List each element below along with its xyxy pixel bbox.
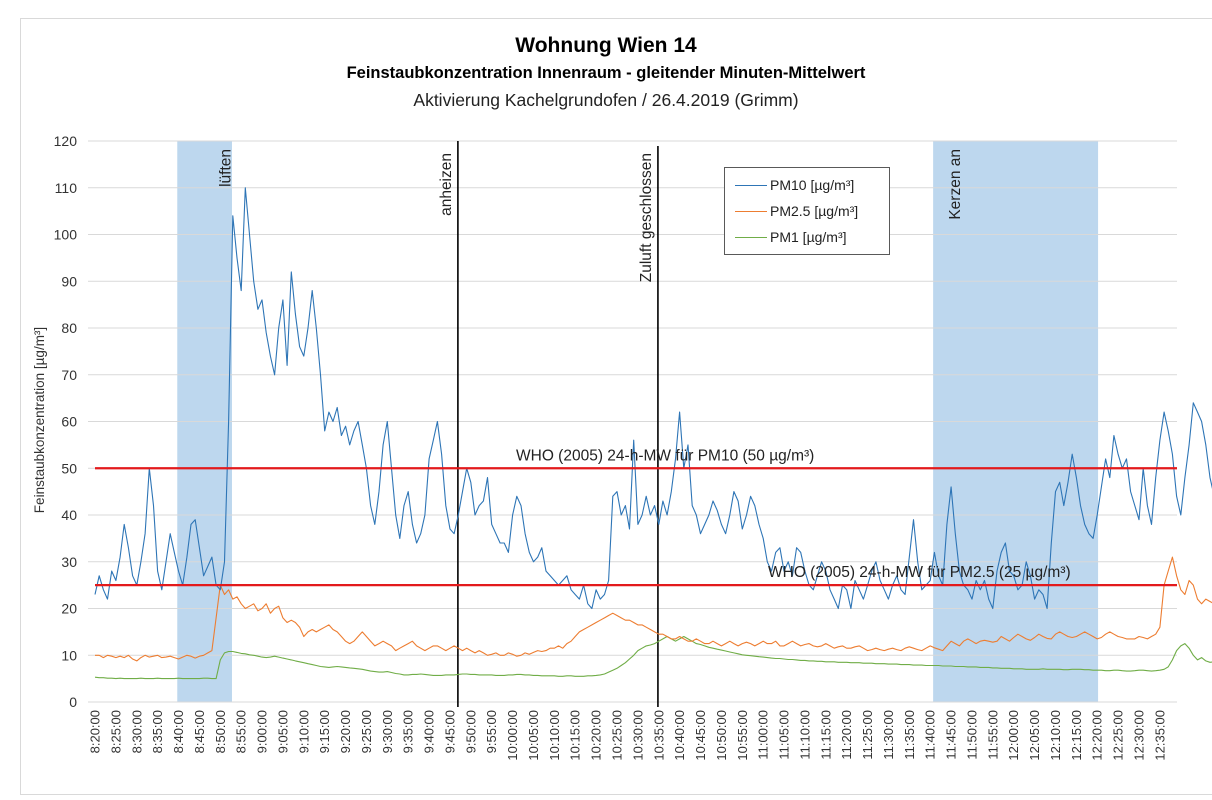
- y-tick-label: 50: [61, 460, 77, 476]
- y-tick-label: 70: [61, 367, 77, 383]
- y-tick-label: 80: [61, 320, 77, 336]
- x-tick-label: 10:05:00: [526, 710, 541, 761]
- x-tick-label: 11:00:00: [756, 710, 771, 760]
- legend-label-pm1: PM1 [µg/m³]: [770, 229, 847, 245]
- legend-swatch-pm10: [735, 184, 767, 186]
- legend-item-pm1: PM1 [µg/m³]: [735, 227, 847, 247]
- x-tick-label: 12:20:00: [1090, 710, 1105, 761]
- x-tick-label: 8:45:00: [192, 710, 207, 753]
- x-tick-label: 11:40:00: [923, 710, 938, 760]
- x-tick-label: 8:30:00: [129, 710, 144, 753]
- x-tick-label: 11:45:00: [944, 710, 959, 760]
- chart-legend: PM10 [µg/m³] PM2.5 [µg/m³] PM1 [µg/m³]: [724, 167, 890, 255]
- x-tick-label: 10:55:00: [735, 710, 750, 761]
- shaded-period-label-0: lüften: [217, 149, 234, 187]
- x-tick-label: 9:00:00: [255, 710, 270, 753]
- series-line-pm10: [94, 187, 1212, 610]
- x-tick-label: 11:25:00: [860, 710, 875, 760]
- series-line-pm25: [95, 556, 1212, 662]
- legend-label-pm10: PM10 [µg/m³]: [770, 177, 855, 193]
- chart-subtitle: Feinstaubkonzentration Innenraum - gleit…: [346, 64, 866, 82]
- x-tick-label: 8:55:00: [234, 710, 249, 753]
- x-tick-label: 8:40:00: [171, 710, 186, 753]
- legend-swatch-pm25: [735, 210, 767, 212]
- x-tick-label: 9:45:00: [442, 710, 457, 753]
- x-tick-label: 10:40:00: [672, 710, 687, 761]
- x-tick-label: 11:10:00: [797, 710, 812, 760]
- x-tick-label: 9:25:00: [359, 710, 374, 753]
- y-tick-label: 0: [69, 694, 77, 710]
- x-tick-label: 12:05:00: [1027, 710, 1042, 761]
- x-tick-label: 8:20:00: [88, 710, 103, 753]
- x-tick-label: 9:55:00: [484, 710, 499, 753]
- x-tick-label: 9:50:00: [463, 710, 478, 753]
- x-tick-label: 10:10:00: [547, 710, 562, 761]
- x-tick-label: 9:10:00: [296, 710, 311, 753]
- legend-label-pm25: PM2.5 [µg/m³]: [770, 203, 859, 219]
- x-tick-label: 11:30:00: [881, 710, 896, 760]
- chart-subtitle-2: Aktivierung Kachelgrundofen / 26.4.2019 …: [413, 90, 799, 110]
- x-tick-label: 8:50:00: [213, 710, 228, 753]
- x-tick-label: 9:30:00: [380, 710, 395, 753]
- x-tick-label: 8:25:00: [108, 710, 123, 753]
- x-tick-label: 9:20:00: [338, 710, 353, 753]
- y-tick-label: 60: [61, 414, 77, 430]
- x-tick-label: 10:35:00: [651, 710, 666, 761]
- x-tick-label: 10:20:00: [589, 710, 604, 761]
- legend-item-pm25: PM2.5 [µg/m³]: [735, 201, 858, 221]
- shaded-period-label-1: Kerzen an: [947, 149, 964, 220]
- legend-item-pm10: PM10 [µg/m³]: [735, 175, 854, 195]
- event-label-1: Zuluft geschlossen: [638, 153, 655, 282]
- x-tick-label: 12:25:00: [1111, 710, 1126, 761]
- x-tick-label: 11:50:00: [964, 710, 979, 760]
- x-tick-label: 11:15:00: [818, 710, 833, 760]
- y-tick-label: 20: [61, 601, 77, 617]
- x-tick-label: 10:45:00: [693, 710, 708, 761]
- y-tick-label: 10: [61, 647, 77, 663]
- x-tick-label: 10:25:00: [610, 710, 625, 761]
- x-tick-label: 11:20:00: [839, 710, 854, 760]
- x-tick-label: 10:50:00: [714, 710, 729, 761]
- x-tick-label: 9:40:00: [422, 710, 437, 753]
- x-tick-label: 9:05:00: [275, 710, 290, 753]
- series-line-pm1: [94, 635, 1212, 680]
- x-tick-label: 8:35:00: [150, 710, 165, 753]
- x-tick-label: 9:35:00: [401, 710, 416, 753]
- x-tick-label: 11:35:00: [902, 710, 917, 760]
- y-tick-label: 40: [61, 507, 77, 523]
- x-tick-label: 10:30:00: [630, 710, 645, 761]
- legend-swatch-pm1: [735, 236, 767, 238]
- event-label-0: anheizen: [438, 153, 455, 216]
- x-tick-label: 12:35:00: [1152, 710, 1167, 761]
- y-axis-label: Feinstaubkonzentration [µg/m³]: [32, 327, 47, 513]
- y-tick-label: 90: [61, 273, 77, 289]
- y-tick-label: 30: [61, 554, 77, 570]
- chart-frame: [20, 18, 1212, 795]
- y-tick-label: 100: [54, 227, 78, 243]
- x-tick-label: 9:15:00: [317, 710, 332, 753]
- x-tick-label: 12:30:00: [1132, 710, 1147, 761]
- chart-title: Wohnung Wien 14: [515, 34, 697, 57]
- x-tick-label: 12:10:00: [1048, 710, 1063, 761]
- x-tick-label: 11:55:00: [985, 710, 1000, 760]
- x-tick-label: 10:00:00: [505, 710, 520, 761]
- reference-label-1: WHO (2005) 24-h-MW für PM2.5 (25 µg/m³): [768, 564, 1071, 581]
- x-tick-label: 12:00:00: [1006, 710, 1021, 761]
- y-tick-label: 120: [54, 133, 78, 149]
- y-tick-label: 110: [55, 180, 78, 196]
- reference-label-0: WHO (2005) 24-h-MW für PM10 (50 µg/m³): [516, 447, 814, 464]
- x-tick-label: 11:05:00: [777, 710, 792, 760]
- x-tick-label: 12:15:00: [1069, 710, 1084, 761]
- x-tick-label: 10:15:00: [568, 710, 583, 761]
